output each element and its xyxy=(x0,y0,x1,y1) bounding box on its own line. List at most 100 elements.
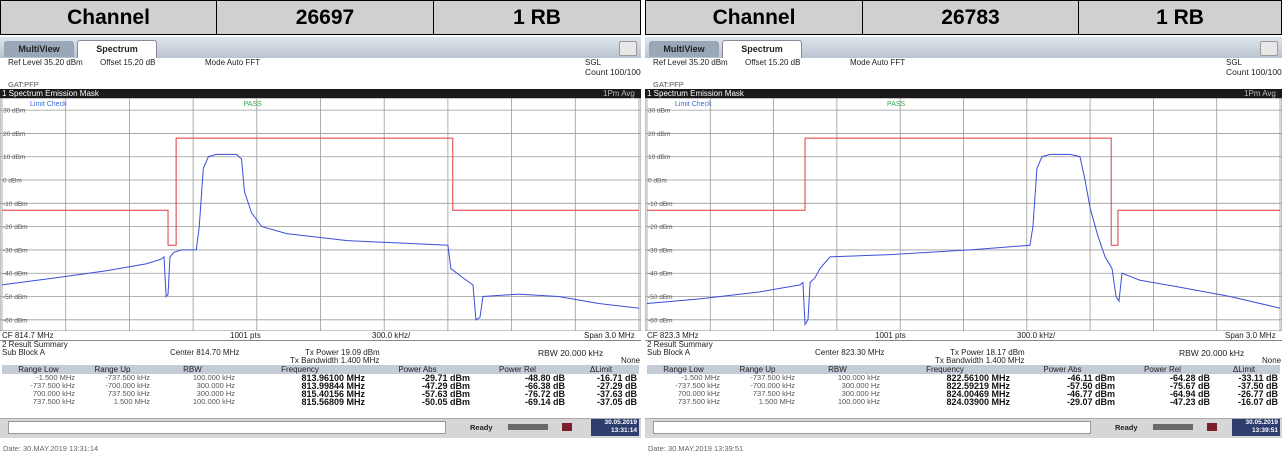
trace xyxy=(1,153,640,321)
tab-bar xyxy=(645,37,1282,58)
count: Count 100/100 xyxy=(1226,67,1282,77)
plot-footer xyxy=(0,331,641,341)
input-box[interactable] xyxy=(8,421,446,434)
sub-block: Sub Block A xyxy=(647,348,691,357)
table-cell: -33.11 dB xyxy=(1238,373,1278,383)
table-cell: 824.00469 MHz xyxy=(946,389,1010,399)
window-title: 1 Spectrum Emission Mask xyxy=(647,88,744,98)
header-cell: 1 RB xyxy=(433,0,641,35)
gate: GAT:PFP xyxy=(653,80,684,89)
table-cell: -16.07 dB xyxy=(1237,397,1278,407)
table-header-bg xyxy=(647,365,1280,374)
plot-footer xyxy=(645,331,1282,341)
table-cell: -700.000 kHz xyxy=(750,381,795,390)
column-header: Power Abs xyxy=(398,364,437,374)
tab: Spectrum xyxy=(722,40,802,58)
y-tick-label: 30 dBm xyxy=(3,108,25,115)
window-title-bar xyxy=(0,89,641,98)
tx-power: Tx Power 18.17 dBm xyxy=(950,348,1025,357)
y-tick-label: -40 dBm xyxy=(648,271,673,278)
column-header: ΔLimit xyxy=(1232,364,1256,374)
table-cell: -1.500 MHz xyxy=(681,373,720,382)
tab-bar xyxy=(0,37,641,58)
trace xyxy=(646,153,1281,327)
summary-title: 2 Result Summary xyxy=(647,340,713,349)
table-cell: 822.56100 MHz xyxy=(946,373,1010,383)
mode: None xyxy=(621,356,641,365)
tx-power: Tx Power 19.09 dBm xyxy=(305,348,380,357)
table-cell: -737.500 kHz xyxy=(105,373,150,382)
span: Span 3.0 MHz xyxy=(1225,331,1276,340)
mode: Mode Auto FFT xyxy=(205,58,261,67)
header-cell: 1 RB xyxy=(1078,0,1282,35)
table-cell: 815.56809 MHz xyxy=(301,397,365,407)
status-icon xyxy=(1207,423,1217,431)
status-time: 13:39:51 xyxy=(1251,427,1278,434)
y-tick-label: 20 dBm xyxy=(3,131,25,138)
header-cell: Channel xyxy=(645,0,863,35)
table-cell: 822.59219 MHz xyxy=(946,381,1010,391)
trace-mode: 1Pm Avg xyxy=(603,88,635,98)
table-cell: -46.11 dBm xyxy=(1067,373,1115,383)
table-cell: 100.000 kHz xyxy=(192,373,235,382)
table-cell: 700.000 kHz xyxy=(677,389,720,398)
column-header: Range Up xyxy=(739,364,776,374)
window-button[interactable] xyxy=(1260,41,1278,56)
limit-result: PASS xyxy=(887,101,905,108)
column-header: Power Rel xyxy=(499,364,536,374)
table-cell: 100.000 kHz xyxy=(837,397,880,406)
table-cell: 1.500 MHz xyxy=(113,397,150,406)
y-tick-label: -10 dBm xyxy=(3,201,28,208)
column-header: Range Low xyxy=(18,364,59,374)
window-title-bar xyxy=(645,89,1282,98)
table-cell: -64.94 dB xyxy=(1169,389,1210,399)
limit-result: PASS xyxy=(244,101,262,108)
division: 300.0 kHz/ xyxy=(1017,331,1056,340)
header-cell: 26697 xyxy=(216,0,434,35)
offset: Offset 15.20 dB xyxy=(100,58,156,67)
sub-block: Sub Block A xyxy=(2,348,46,357)
status-time: 13:31:14 xyxy=(610,427,637,434)
status-state: Ready xyxy=(470,423,493,432)
table-cell: -737.500 kHz xyxy=(750,373,795,382)
y-tick-label: 0 dBm xyxy=(648,178,667,185)
table-cell: -46.77 dBm xyxy=(1066,389,1115,399)
y-tick-label: -60 dBm xyxy=(648,317,673,324)
table-cell: -737.500 kHz xyxy=(675,381,720,390)
table-cell: -57.63 dBm xyxy=(421,389,470,399)
table-cell: -66.38 dB xyxy=(524,381,565,391)
datetime-box xyxy=(1232,419,1280,436)
analyzer-panel: MultiView Spectrum Ref Level 35.20 dBm Offs… xyxy=(0,37,641,458)
table-cell: -16.71 dB xyxy=(596,373,637,383)
table-cell: -50.05 dBm xyxy=(421,397,470,407)
rbw: RBW 20.000 kHz xyxy=(538,348,604,358)
table-cell: -37.63 dB xyxy=(596,389,637,399)
table-cell: -737.500 kHz xyxy=(30,381,75,390)
y-tick-label: 10 dBm xyxy=(648,154,670,161)
rbw: RBW 20.000 kHz xyxy=(1179,348,1245,358)
table-cell: 300.000 Hz xyxy=(196,389,235,398)
sweep-points: 1001 pts xyxy=(230,331,261,340)
spectrum-plot: 30 dBm 20 dBm 10 dBm 0 dBm -10 dBm -20 dBm -30… xyxy=(0,98,641,331)
column-header: Range Up xyxy=(94,364,131,374)
limit-line xyxy=(2,137,639,246)
capture-date: Date: 30.MAY.2019 13:39:51 xyxy=(648,444,744,453)
summary-title: 2 Result Summary xyxy=(2,340,68,349)
center: Center 823.30 MHz xyxy=(815,348,885,357)
sweep: SGL xyxy=(585,58,602,67)
status-date: 30.05.2019 xyxy=(1245,419,1278,426)
table-cell: -700.000 kHz xyxy=(105,381,150,390)
division: 300.0 kHz/ xyxy=(372,331,411,340)
table-cell: 824.03900 MHz xyxy=(946,397,1010,407)
center: Center 814.70 MHz xyxy=(170,348,240,357)
input-box[interactable] xyxy=(653,421,1091,434)
header-cell: 26783 xyxy=(862,0,1079,35)
table-cell: -48.80 dB xyxy=(524,373,565,383)
table-cell: 1.500 MHz xyxy=(758,397,795,406)
column-header: RBW xyxy=(828,364,847,374)
limit-line xyxy=(647,137,1280,246)
table-cell: -29.07 dBm xyxy=(1066,397,1115,407)
window-button[interactable] xyxy=(619,41,637,56)
y-tick-label: -50 dBm xyxy=(3,294,28,301)
